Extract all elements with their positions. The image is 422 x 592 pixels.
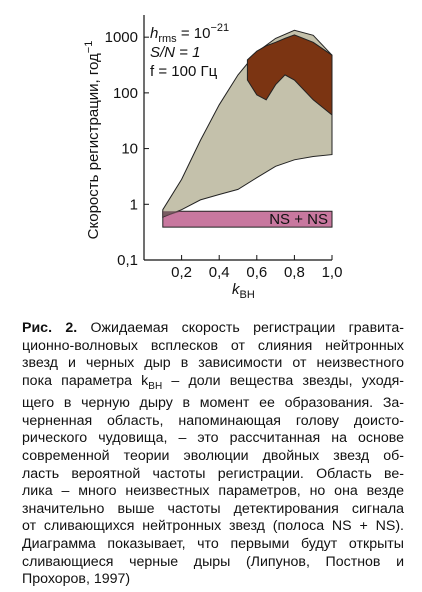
caption-text: звезд и черных дыр в зависимости от неиз…: [22, 355, 404, 372]
caption-label: Рис. 2.: [22, 320, 78, 336]
caption-line: Прохоров, 1997): [22, 571, 404, 589]
annotation: S/N = 1: [150, 44, 200, 61]
area-label: NS + NS: [269, 211, 328, 228]
caption-line: Рис. 2. Ожидаемая скорость регистрации г…: [22, 320, 404, 338]
caption-line: сливающиеся черные дыры (Липунов, Постно…: [22, 554, 404, 572]
caption-line: ласть вероятной частоты регистрации. Обл…: [22, 466, 404, 484]
caption-text: рического чудовища, – это рассчитанная н…: [22, 430, 404, 447]
x-tick-label: 0,6: [246, 264, 267, 281]
y-axis-label: Скорость регистрации, год−1: [83, 41, 102, 240]
caption-text: черненная область, напоминающая голову д…: [22, 412, 404, 429]
x-axis-label-sub: ВН: [240, 289, 255, 301]
annotation: f = 100 Гц: [150, 63, 218, 80]
caption-line: черненная область, напоминающая голову д…: [22, 413, 404, 431]
caption-line: лика – много неизвестных параметров, но …: [22, 483, 404, 501]
annotation: hrms = 10−21: [150, 22, 229, 45]
caption-text: щего в черную дыру в момент ее образован…: [22, 395, 404, 412]
annotation-h: h: [150, 25, 158, 42]
y-axis-label-sup: −1: [83, 41, 95, 54]
caption-text: от сливающихся нейтронных звезд (полоса …: [22, 518, 404, 535]
caption-line: звезд и черных дыр в зависимости от неиз…: [22, 355, 404, 373]
caption-line: современной теории эволюции двойных звез…: [22, 448, 404, 466]
caption-text: Диаграмма показывает, что первыми будут …: [22, 535, 404, 552]
x-axis-label: kВН: [232, 281, 255, 301]
x-tick-label: 0,4: [209, 264, 230, 281]
y-tick-label: 1000: [105, 29, 138, 46]
caption-text: пока параметра k: [22, 372, 149, 389]
caption-line: рического чудовища, – это рассчитанная н…: [22, 430, 404, 448]
caption-text: лика – много неизвестных параметров, но …: [22, 483, 404, 500]
annotation-sub: rms: [158, 33, 177, 45]
y-tick-label: 100: [113, 85, 138, 102]
y-tick-label: 10: [121, 141, 138, 158]
overlap: [162, 211, 182, 218]
y-tick-label: 1: [130, 196, 138, 213]
x-tick-label: 0,8: [284, 264, 305, 281]
caption-text: Прохоров, 1997): [22, 571, 131, 588]
caption-line: ционно-волновых всплесков от слияния ней…: [22, 338, 404, 356]
area: [246, 34, 333, 117]
caption-sub: ВН: [148, 380, 163, 392]
caption-text: современной теории эволюции двойных звез…: [22, 447, 404, 464]
area: [162, 210, 333, 228]
chart: NS + NS 0,1 1 10 100 1000 0,2 0,4 0,6 0,8 1,0 Скоро…: [83, 15, 343, 301]
x-axis-label-text: k: [232, 281, 241, 298]
x-tick-label: 0,2: [171, 264, 192, 281]
caption: Рис. 2. Ожидаемая скорость регистрации г…: [22, 320, 404, 589]
caption-text: Ожидаемая скорость регистрации гравита-: [77, 320, 404, 336]
annotation-sup: −21: [210, 22, 229, 34]
caption-line: от сливающихся нейтронных звезд (полоса …: [22, 518, 404, 536]
annotation-eq: = 10: [177, 25, 211, 42]
caption-text: сливающиеся черные дыры (Липунов, Постно…: [22, 553, 404, 570]
y-tick-label: 0,1: [117, 252, 138, 269]
caption-line: значительно выше частоты детектирования …: [22, 501, 404, 519]
y-axis-label-text: Скорость регистрации, год: [85, 53, 102, 239]
x-tick-label: 1,0: [322, 264, 343, 281]
caption-line: Диаграмма показывает, что первыми будут …: [22, 536, 404, 554]
caption-line: пока параметра kВН – доли вещества звезд…: [22, 373, 404, 395]
caption-text: ласть вероятной частоты регистрации. Обл…: [22, 465, 404, 482]
caption-text: – доли вещества звезды, уходя-: [162, 372, 405, 389]
caption-text: значительно выше частоты детектирования …: [22, 500, 404, 517]
caption-line: щего в черную дыру в момент ее образован…: [22, 395, 404, 413]
caption-text: ционно-волновых всплесков от слияния ней…: [22, 337, 404, 354]
